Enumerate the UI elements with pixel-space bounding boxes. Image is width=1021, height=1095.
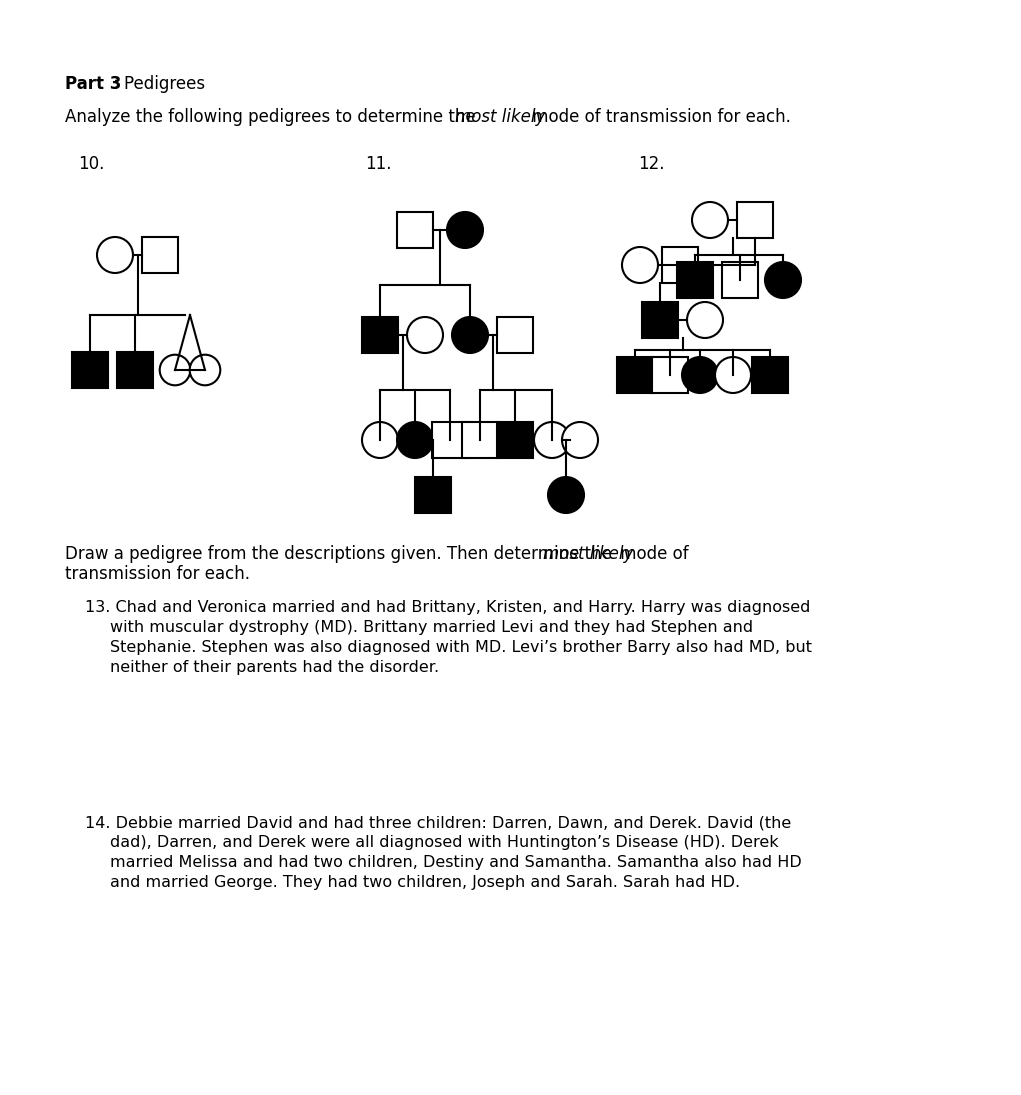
Circle shape xyxy=(97,237,133,273)
Circle shape xyxy=(682,357,718,393)
Bar xyxy=(737,201,773,238)
Text: 13. Chad and Veronica married and had Brittany, Kristen, and Harry. Harry was di: 13. Chad and Veronica married and had Br… xyxy=(85,600,811,615)
Bar xyxy=(642,302,678,338)
Text: Draw a pedigree from the descriptions given. Then determine the: Draw a pedigree from the descriptions gi… xyxy=(65,545,617,563)
Bar xyxy=(662,247,698,283)
Bar xyxy=(362,316,398,353)
Bar xyxy=(722,262,758,298)
Circle shape xyxy=(715,357,751,393)
Circle shape xyxy=(397,422,433,458)
Text: and married George. They had two children, Joseph and Sarah. Sarah had HD.: and married George. They had two childre… xyxy=(110,875,740,890)
Circle shape xyxy=(159,355,190,385)
Bar xyxy=(752,357,788,393)
Bar xyxy=(497,316,533,353)
Text: 12.: 12. xyxy=(638,155,665,173)
Circle shape xyxy=(562,422,598,458)
Circle shape xyxy=(765,262,801,298)
Text: transmission for each.: transmission for each. xyxy=(65,565,250,583)
Bar xyxy=(461,422,498,458)
Circle shape xyxy=(447,212,483,247)
Text: married Melissa and had two children, Destiny and Samantha. Samantha also had HD: married Melissa and had two children, De… xyxy=(110,855,801,871)
Bar xyxy=(72,351,108,388)
Bar xyxy=(432,422,468,458)
Circle shape xyxy=(692,201,728,238)
Text: neither of their parents had the disorder.: neither of their parents had the disorde… xyxy=(110,660,439,675)
Text: 11.: 11. xyxy=(364,155,391,173)
Circle shape xyxy=(687,302,723,338)
Text: most likely: most likely xyxy=(543,545,633,563)
Circle shape xyxy=(534,422,570,458)
Circle shape xyxy=(362,422,398,458)
Circle shape xyxy=(190,355,221,385)
Bar xyxy=(142,237,178,273)
Bar xyxy=(415,477,450,512)
Circle shape xyxy=(622,247,658,283)
Text: 10.: 10. xyxy=(78,155,104,173)
Bar xyxy=(497,422,533,458)
Text: with muscular dystrophy (MD). Brittany married Levi and they had Stephen and: with muscular dystrophy (MD). Brittany m… xyxy=(110,620,753,635)
Text: dad), Darren, and Derek were all diagnosed with Huntington’s Disease (HD). Derek: dad), Darren, and Derek were all diagnos… xyxy=(110,835,779,850)
Text: mode of: mode of xyxy=(615,545,688,563)
Text: most likely: most likely xyxy=(455,108,545,126)
Bar xyxy=(617,357,653,393)
Text: mode of transmission for each.: mode of transmission for each. xyxy=(527,108,791,126)
Text: Stephanie. Stephen was also diagnosed with MD. Levi’s brother Barry also had MD,: Stephanie. Stephen was also diagnosed wi… xyxy=(110,639,812,655)
Text: Part 3: Part 3 xyxy=(65,74,121,93)
Text: Analyze the following pedigrees to determine the: Analyze the following pedigrees to deter… xyxy=(65,108,481,126)
Bar xyxy=(117,351,153,388)
Bar xyxy=(397,212,433,247)
Circle shape xyxy=(548,477,584,512)
Bar xyxy=(652,357,688,393)
Bar xyxy=(677,262,713,298)
Circle shape xyxy=(407,316,443,353)
Text: 14. Debbie married David and had three children: Darren, Dawn, and Derek. David : 14. Debbie married David and had three c… xyxy=(85,815,791,830)
Text: : Pedigrees: : Pedigrees xyxy=(113,74,205,93)
Circle shape xyxy=(452,316,488,353)
